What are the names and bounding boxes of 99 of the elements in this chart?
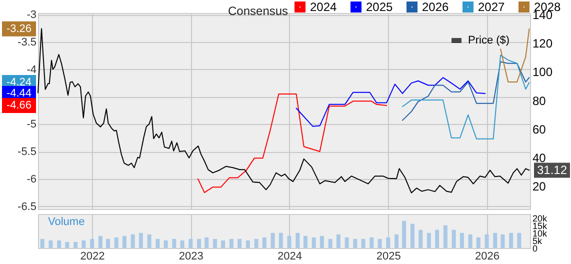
y-tick-label: -6.5 — [18, 200, 36, 213]
bar — [500, 234, 505, 248]
bar — [287, 236, 292, 248]
bar — [238, 238, 242, 248]
x-tick-label: 2023 — [178, 250, 204, 262]
bar — [312, 237, 316, 248]
bar — [164, 240, 168, 248]
x-tick-label: 2022 — [80, 250, 105, 262]
line-series — [296, 77, 486, 127]
bar — [418, 230, 423, 248]
bar — [246, 240, 250, 248]
x-tick-label: 2026 — [475, 250, 500, 262]
x-tick-label: 2024 — [278, 250, 302, 262]
bar — [197, 238, 202, 248]
y-tick-label: 5k — [532, 236, 543, 246]
bar — [426, 232, 431, 248]
bar — [460, 232, 464, 248]
x-tick-label: 2025 — [376, 250, 401, 262]
y-tick-label: -5 — [26, 118, 36, 131]
y-tick-label: 0 — [532, 244, 538, 254]
y-tick-label: -6 — [26, 173, 36, 186]
bar — [221, 240, 226, 248]
bar — [361, 238, 366, 248]
bar — [476, 237, 480, 248]
bar — [517, 232, 522, 248]
bar — [40, 238, 44, 248]
bar — [262, 237, 266, 248]
legend-label: 2025 — [366, 0, 394, 14]
bar — [180, 240, 184, 248]
bar — [493, 232, 498, 248]
bar — [296, 232, 300, 248]
bar — [90, 238, 94, 248]
bar — [410, 224, 414, 248]
y-tick-label: 15k — [532, 220, 548, 231]
annotation: -4.24 — [6, 76, 32, 89]
bar — [172, 238, 176, 248]
y2-tick-label: 40 — [532, 150, 546, 165]
line-series — [38, 28, 530, 194]
bar — [48, 240, 53, 248]
annotation: -4.44 — [6, 87, 32, 100]
y2-tick-label: 120 — [532, 36, 553, 51]
bar — [402, 220, 406, 248]
bar — [212, 238, 217, 248]
bar — [320, 236, 324, 248]
y-tick-label: -4 — [26, 64, 36, 76]
bar — [344, 237, 349, 248]
bar — [278, 232, 283, 248]
bar — [82, 240, 86, 248]
bar — [106, 238, 110, 248]
bar — [130, 234, 135, 248]
bar — [443, 225, 448, 248]
y-tick-label: -3 — [26, 9, 36, 22]
y2-tick-label: 80 — [532, 94, 546, 108]
bar — [270, 232, 275, 248]
line-series — [402, 54, 530, 140]
bar — [188, 238, 193, 248]
bar — [336, 234, 340, 248]
bar — [452, 230, 456, 248]
bar — [509, 232, 514, 248]
legend-label: Price ($) — [468, 34, 510, 46]
y-tick-label: 20k — [532, 213, 548, 224]
y2-tick-label: 100 — [532, 65, 553, 80]
bar — [394, 234, 399, 248]
bar — [204, 237, 209, 248]
bar — [484, 234, 489, 248]
legend-label: 2027 — [478, 0, 506, 14]
bar — [378, 238, 382, 248]
y-tick-label: -5.5 — [18, 146, 36, 158]
bar — [303, 236, 308, 248]
data-label: 31.12 — [536, 163, 568, 178]
bar — [468, 234, 472, 248]
bar — [138, 232, 143, 248]
y2-tick-label: 20 — [532, 180, 546, 194]
line-series — [402, 61, 530, 121]
y-tick-label: 10k — [532, 228, 548, 238]
line-series — [197, 94, 388, 194]
bar — [328, 238, 332, 248]
legend-label: 2026 — [422, 0, 450, 14]
legend-title: Consensus — [228, 4, 288, 18]
bar — [98, 236, 102, 248]
bar — [74, 242, 78, 248]
bar — [114, 237, 118, 248]
annotation: -4.66 — [6, 100, 32, 112]
y2-tick-label: 60 — [532, 122, 546, 136]
bar — [147, 234, 152, 248]
bar — [370, 237, 374, 248]
bar — [435, 230, 440, 248]
bar — [156, 238, 160, 248]
bar — [254, 238, 258, 248]
bar — [65, 242, 70, 248]
legend-label: 2024 — [310, 0, 338, 14]
y-tick-label: -3.5 — [18, 36, 36, 49]
bar — [57, 240, 62, 248]
annotation: -3.26 — [6, 22, 32, 35]
bar — [122, 236, 126, 248]
bar — [229, 238, 234, 248]
chart-title: Volume — [48, 216, 85, 228]
bar — [353, 238, 358, 248]
bar — [386, 237, 390, 248]
